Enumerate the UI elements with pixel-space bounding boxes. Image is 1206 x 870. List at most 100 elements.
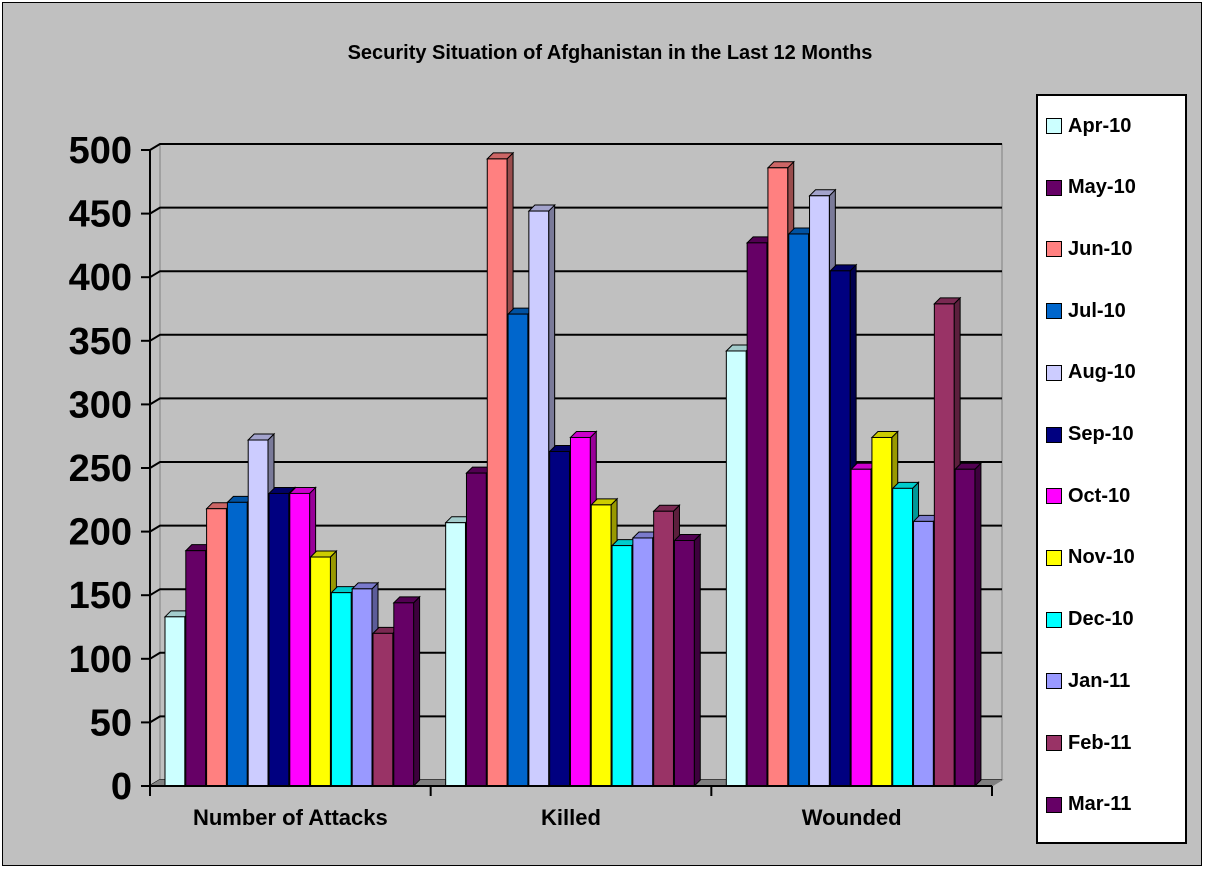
legend-label: Jan-11 bbox=[1068, 669, 1131, 692]
legend-item: Apr-10 bbox=[1046, 114, 1131, 138]
bar bbox=[289, 492, 311, 787]
y-tick-label: 500 bbox=[69, 130, 132, 172]
y-tick-label: 0 bbox=[111, 766, 132, 808]
legend-label: Aug-10 bbox=[1068, 361, 1136, 384]
legend-swatch bbox=[1046, 364, 1062, 381]
legend-swatch bbox=[1046, 549, 1062, 566]
bar bbox=[164, 616, 186, 787]
gridline bbox=[149, 206, 1002, 215]
gridline bbox=[149, 651, 1002, 660]
y-tick-label: 350 bbox=[69, 321, 132, 363]
bar bbox=[206, 508, 227, 787]
y-tick-label: 400 bbox=[69, 257, 132, 299]
legend-swatch bbox=[1046, 611, 1062, 628]
bar bbox=[653, 510, 674, 787]
bar bbox=[247, 439, 269, 787]
bar bbox=[185, 550, 207, 787]
bar bbox=[268, 492, 290, 787]
legend-label: Nov-10 bbox=[1068, 546, 1135, 569]
bar bbox=[611, 545, 633, 787]
gridline bbox=[149, 715, 1002, 724]
gridline bbox=[149, 397, 1002, 406]
bar bbox=[673, 540, 695, 787]
legend-swatch bbox=[1046, 673, 1062, 690]
bar bbox=[767, 167, 789, 787]
legend-label: Apr-10 bbox=[1068, 114, 1132, 137]
bar bbox=[829, 270, 851, 787]
bar bbox=[507, 313, 529, 787]
bar bbox=[725, 350, 747, 787]
chart-title: Security Situation of Afghanistan in the… bbox=[347, 42, 873, 64]
legend-swatch bbox=[1046, 735, 1062, 751]
bar bbox=[590, 504, 612, 787]
y-tick-label: 100 bbox=[69, 639, 132, 681]
bar bbox=[445, 522, 466, 787]
legend-label: Oct-10 bbox=[1068, 484, 1131, 507]
y-tick-label: 200 bbox=[69, 512, 132, 554]
y-tick-label: 300 bbox=[69, 384, 132, 426]
legend-swatch bbox=[1046, 241, 1062, 258]
legend-swatch bbox=[1046, 488, 1062, 505]
bar bbox=[310, 556, 331, 787]
bar bbox=[746, 242, 768, 787]
bar-side bbox=[974, 462, 982, 788]
legend-label: Sep-10 bbox=[1068, 423, 1134, 445]
bar bbox=[892, 487, 914, 787]
bar bbox=[372, 632, 394, 787]
legend-label: Jun-10 bbox=[1068, 237, 1133, 260]
legend-label: Dec-10 bbox=[1068, 608, 1134, 631]
gridline bbox=[149, 333, 1002, 342]
bar bbox=[393, 602, 415, 787]
gridline bbox=[149, 524, 1002, 533]
legend-item: Jun-10 bbox=[1046, 237, 1132, 261]
gridline bbox=[149, 588, 1002, 597]
legend-label: Jul-10 bbox=[1068, 299, 1126, 322]
bar bbox=[486, 158, 508, 787]
bar bbox=[351, 588, 373, 787]
bar bbox=[528, 210, 550, 787]
legend-item: Aug-10 bbox=[1046, 361, 1136, 385]
legend-label: Mar-11 bbox=[1068, 793, 1132, 816]
bar-side bbox=[693, 533, 701, 788]
bar bbox=[632, 537, 654, 787]
y-tick-label: 150 bbox=[69, 575, 132, 617]
legend-item: Oct-10 bbox=[1046, 484, 1130, 508]
bar bbox=[871, 436, 893, 787]
gridline bbox=[149, 143, 1002, 151]
bar bbox=[913, 520, 934, 787]
bar bbox=[933, 303, 955, 787]
legend-swatch bbox=[1046, 179, 1062, 196]
y-tick-label: 450 bbox=[69, 194, 132, 236]
bar bbox=[330, 592, 352, 787]
bar bbox=[788, 233, 810, 787]
bar bbox=[226, 501, 248, 787]
bar bbox=[809, 195, 830, 787]
legend-swatch bbox=[1046, 118, 1062, 134]
bar bbox=[850, 468, 872, 787]
plot-area: 0 50 100 150 200 250 300 350 400 450 500 Number of … bbox=[69, 130, 1004, 830]
legend-item: Feb-11 bbox=[1046, 731, 1131, 755]
legend-item: Nov-10 bbox=[1046, 546, 1135, 570]
y-tick-label: 50 bbox=[90, 702, 132, 744]
legend-item: Jul-10 bbox=[1046, 299, 1126, 323]
legend-item: Mar-11 bbox=[1046, 793, 1131, 817]
bar bbox=[569, 436, 591, 787]
bar-side bbox=[413, 595, 421, 788]
gridline bbox=[149, 270, 1002, 279]
y-tick-label: 250 bbox=[69, 448, 132, 490]
legend-label: May-10 bbox=[1068, 176, 1136, 199]
legend-item: Sep-10 bbox=[1046, 423, 1134, 447]
legend-swatch bbox=[1046, 426, 1062, 443]
legend-swatch bbox=[1046, 796, 1062, 813]
legend-label: Feb-11 bbox=[1068, 731, 1132, 754]
x-tick-label: Wounded bbox=[802, 805, 902, 830]
bar bbox=[465, 472, 487, 787]
legend-swatch bbox=[1046, 303, 1062, 320]
legend-item: May-10 bbox=[1046, 176, 1136, 200]
legend: Apr-10 May-10 Jun-10 Jul-10 Aug-10 Sep-10 Oct-… bbox=[1036, 94, 1187, 844]
legend-item: Jan-11 bbox=[1046, 669, 1130, 693]
legend-item: Dec-10 bbox=[1046, 608, 1134, 632]
bar bbox=[954, 468, 976, 787]
gridline bbox=[149, 461, 1002, 469]
bar bbox=[549, 450, 570, 787]
